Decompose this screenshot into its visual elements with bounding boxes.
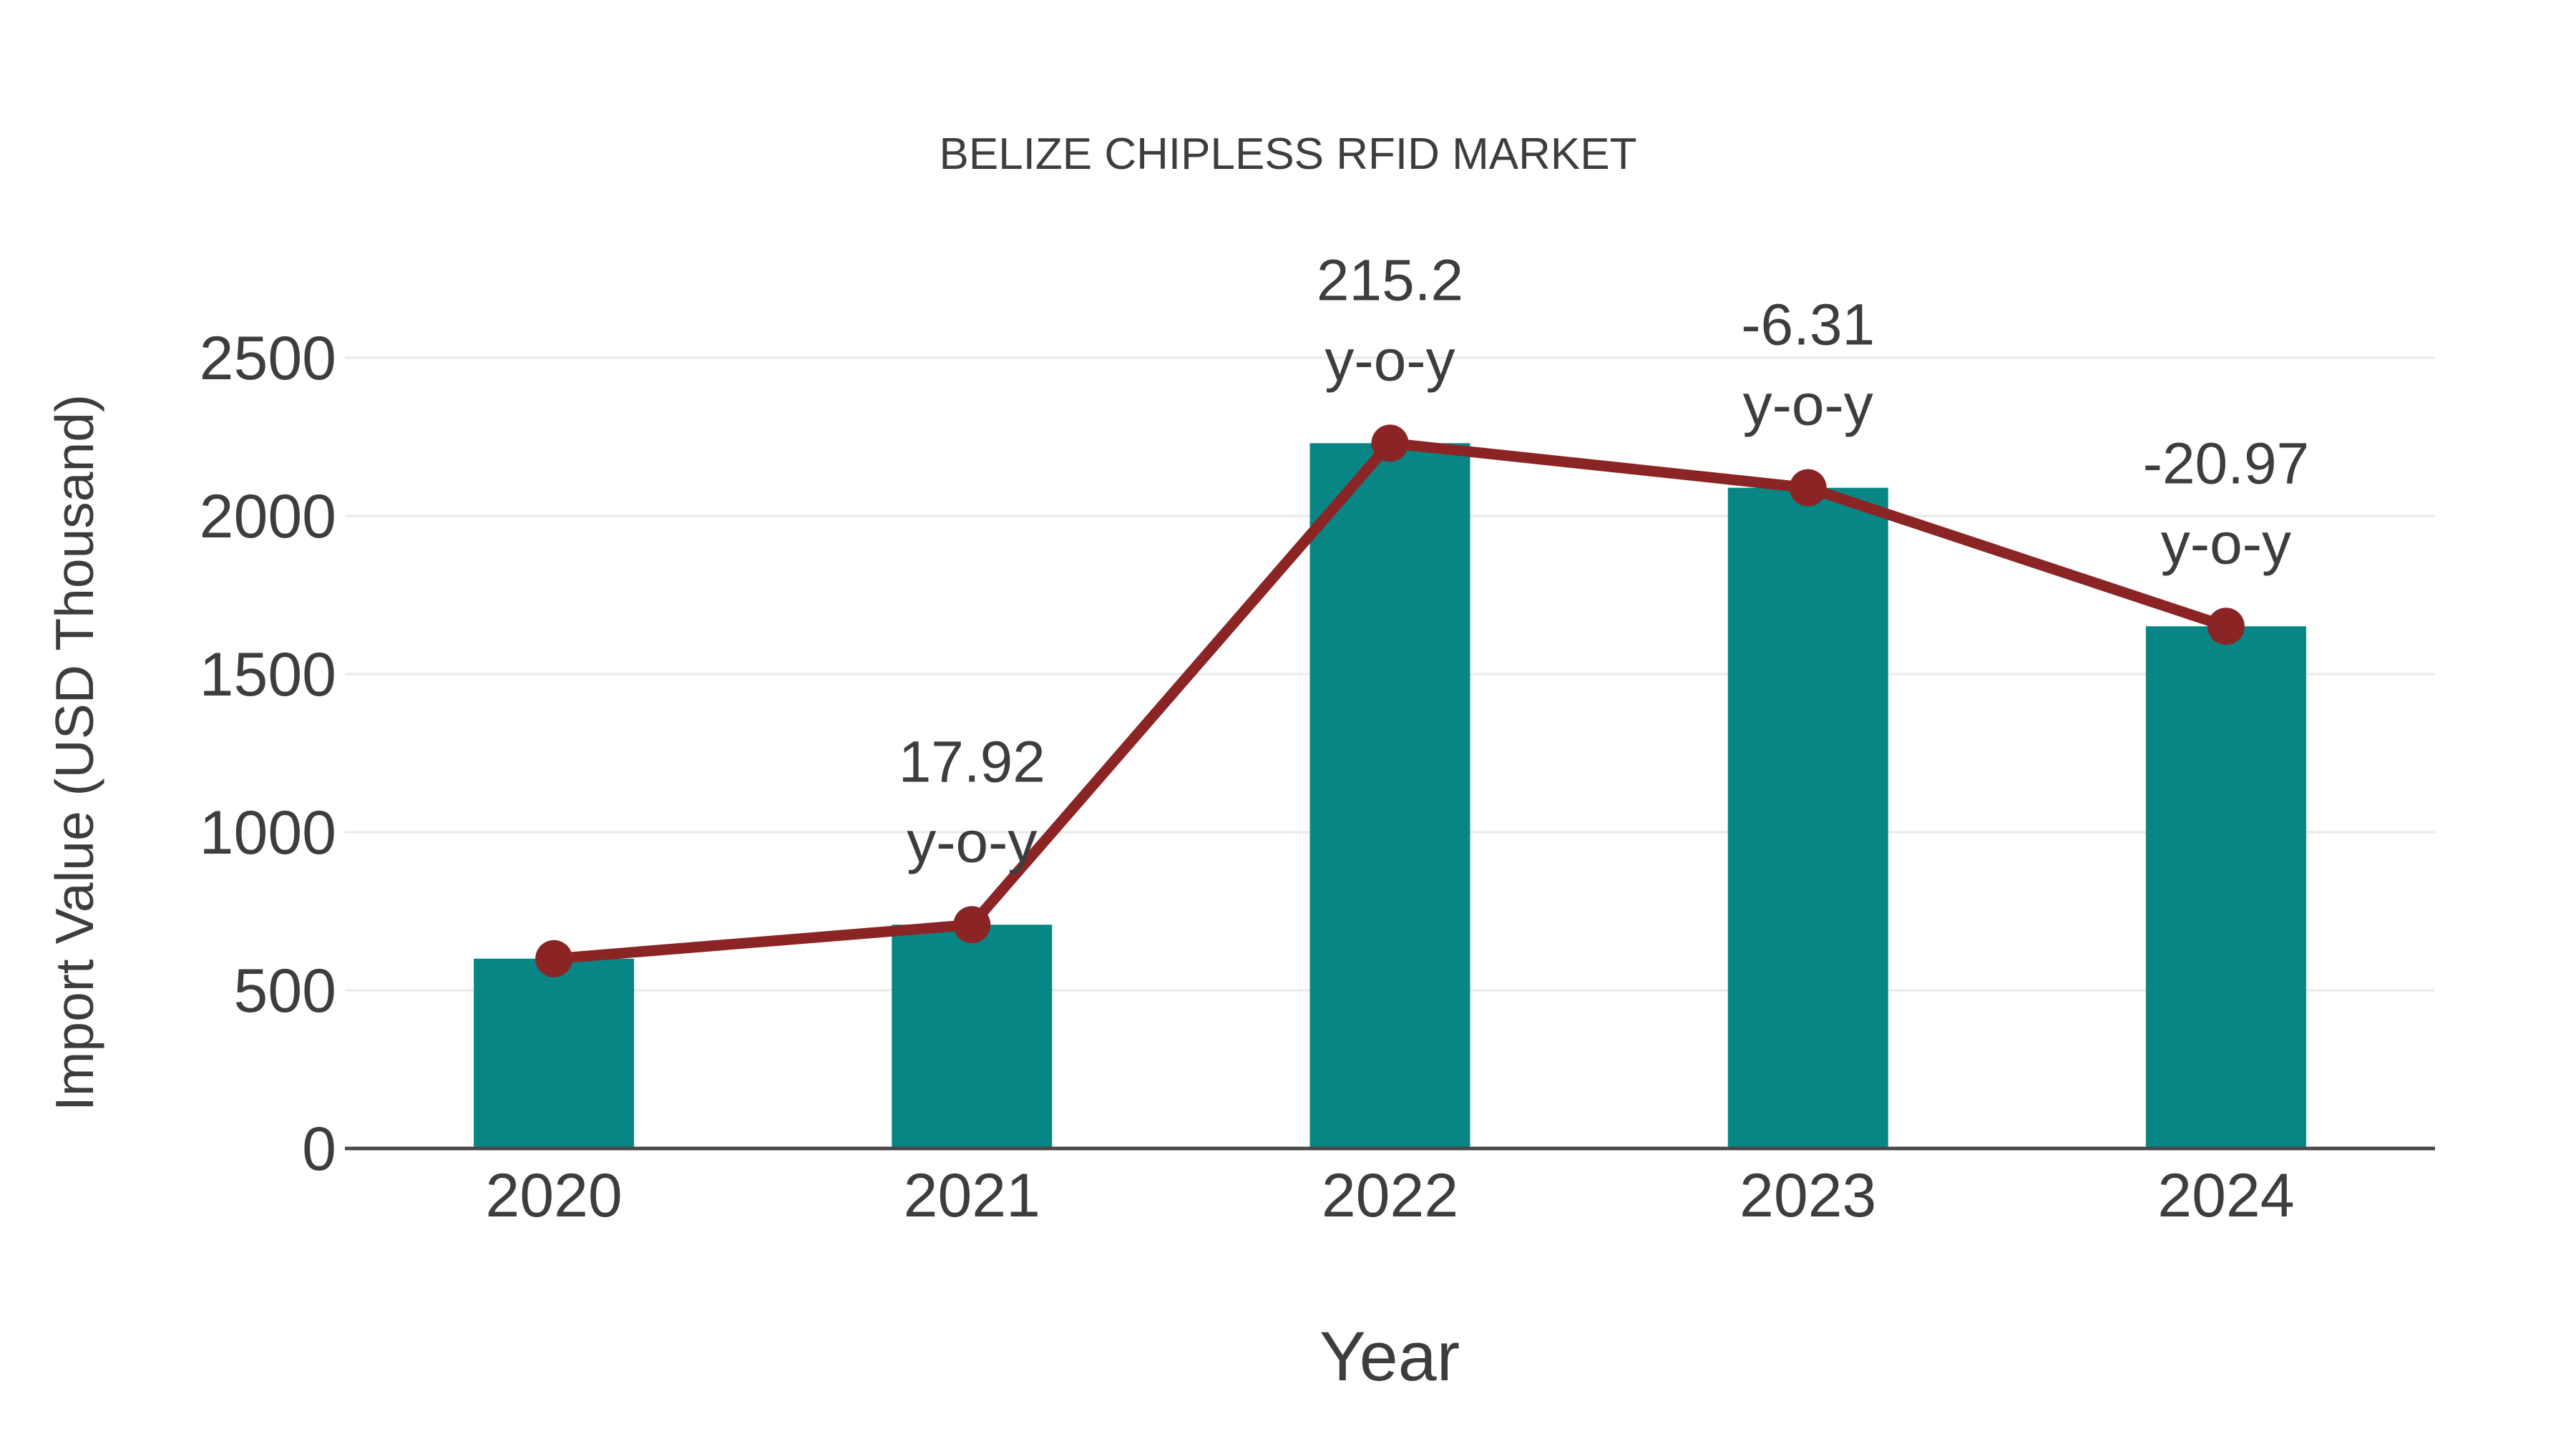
line-marker [1789, 469, 1827, 507]
y-tick-label: 2500 [200, 324, 336, 393]
line-marker [2207, 608, 2245, 645]
y-axis-title: Import Value (USD Thousand) [44, 394, 104, 1111]
line-marker [953, 906, 991, 944]
x-tick-label: 2022 [1322, 1161, 1458, 1230]
bar [1727, 487, 1888, 1148]
bars-group [474, 443, 2306, 1148]
y-tick-label: 0 [302, 1115, 336, 1184]
line-series-group [535, 424, 2245, 977]
yoy-annotation-value: -20.97 [2143, 431, 2310, 496]
y-tick-labels-group: 0 500 1000 1500 2000 2500 [200, 324, 336, 1184]
chart-title: BELIZE CHIPLESS RFID MARKET [940, 130, 1637, 179]
yoy-annotation: -20.97 y-o-y [2143, 431, 2310, 576]
x-axis-title: Year [1319, 1317, 1460, 1395]
yoy-annotation-suffix: y-o-y [2161, 511, 2291, 576]
x-tick-label: 2024 [2157, 1161, 2294, 1230]
line-marker [535, 940, 573, 977]
yoy-annotation: -6.31 y-o-y [1741, 293, 1875, 438]
annotations-group: 17.92 y-o-y 215.2 y-o-y -6.31 y-o-y -20.97 y-o-… [899, 248, 2309, 874]
x-tick-label: 2021 [904, 1161, 1040, 1230]
line-marker [1371, 424, 1409, 462]
bar [1309, 443, 1470, 1148]
yoy-annotation-value: -6.31 [1741, 293, 1875, 358]
y-tick-label: 1000 [200, 799, 336, 867]
bar [474, 958, 635, 1148]
yoy-annotation: 17.92 y-o-y [899, 729, 1045, 874]
y-tick-label: 1500 [200, 640, 336, 709]
yoy-annotation-suffix: y-o-y [1743, 373, 1873, 438]
bar [892, 924, 1053, 1148]
y-tick-label: 2000 [200, 482, 336, 551]
y-tick-label: 500 [234, 957, 337, 1025]
yoy-annotation-suffix: y-o-y [1324, 328, 1455, 393]
x-tick-label: 2020 [485, 1161, 622, 1230]
x-tick-label: 2023 [1740, 1161, 1876, 1230]
bar [2145, 626, 2306, 1148]
x-tick-labels-group: 2020 2021 2022 2023 2024 [485, 1161, 2294, 1230]
yoy-annotation-value: 17.92 [899, 729, 1045, 794]
yoy-annotation-value: 215.2 [1317, 248, 1463, 313]
yoy-annotation-suffix: y-o-y [907, 809, 1037, 874]
yoy-annotation: 215.2 y-o-y [1317, 248, 1463, 393]
